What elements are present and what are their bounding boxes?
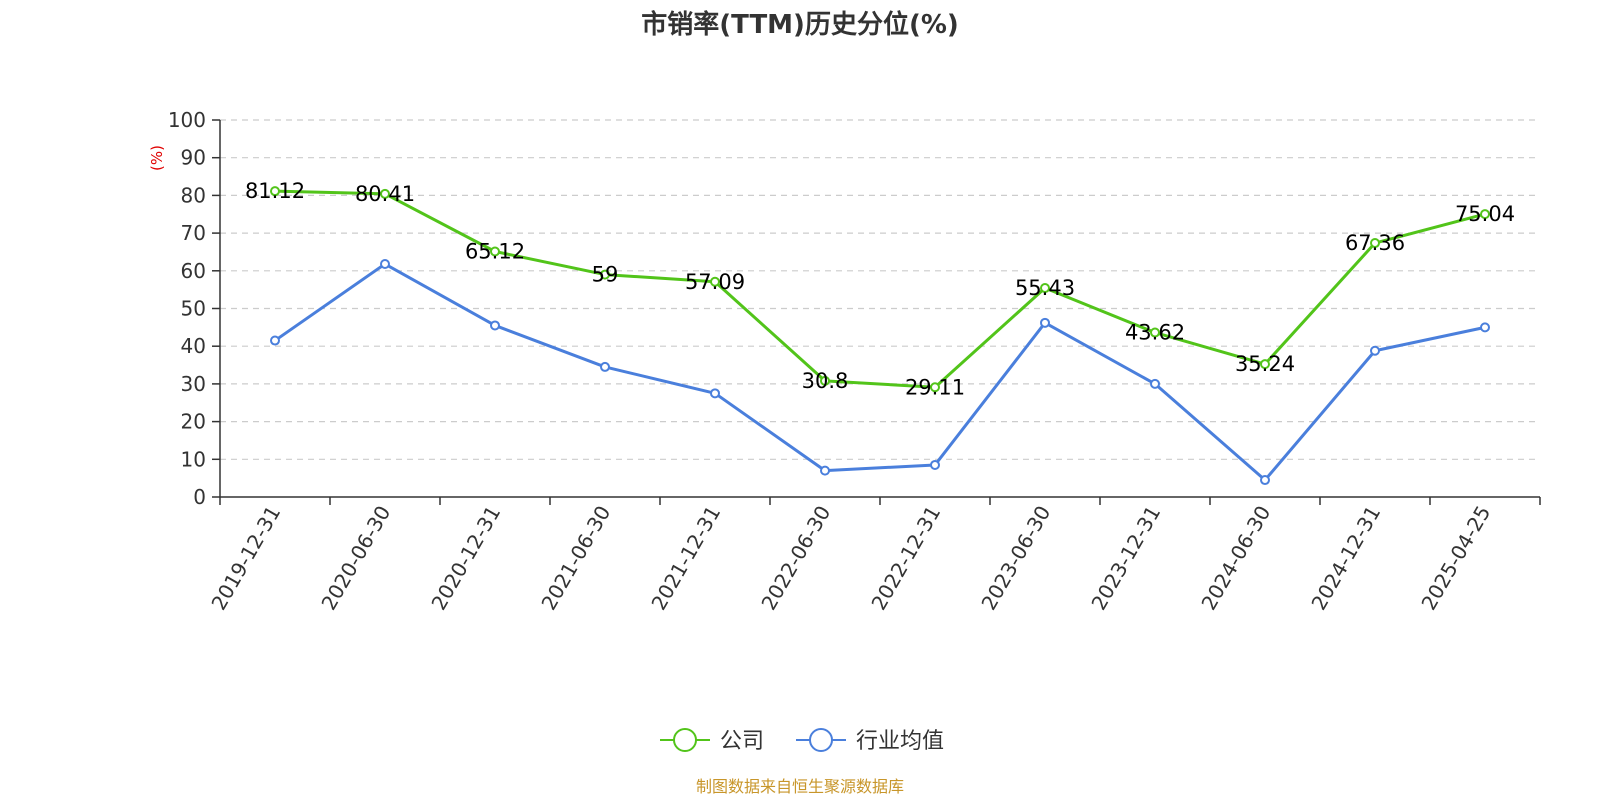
y-tick-label: 60 xyxy=(181,259,206,283)
data-point[interactable] xyxy=(380,259,390,270)
data-label: 59 xyxy=(592,263,619,287)
legend-label: 行业均值 xyxy=(856,729,944,754)
legend-label: 公司 xyxy=(720,729,764,754)
data-point[interactable] xyxy=(380,188,390,199)
data-point[interactable] xyxy=(1370,238,1380,249)
y-tick-label: 80 xyxy=(181,183,206,207)
x-tick-label: 2022-12-31 xyxy=(866,502,945,615)
grid-lines xyxy=(220,119,1540,460)
y-tick-label: 100 xyxy=(168,108,206,132)
legend-marker xyxy=(809,728,833,752)
data-point[interactable] xyxy=(1040,283,1050,294)
data-label: 80.41 xyxy=(355,182,415,206)
data-label: 43.62 xyxy=(1125,321,1185,345)
data-point[interactable] xyxy=(1260,359,1270,370)
data-label: 55.43 xyxy=(1015,276,1075,300)
data-point[interactable] xyxy=(600,361,610,372)
x-tick-label: 2022-06-30 xyxy=(756,502,835,615)
x-axis-ticks: 2019-12-31 2020-06-30 2020-12-31 2021-06-30… xyxy=(206,497,1541,615)
x-tick-label: 2025-04-25 xyxy=(1416,502,1495,615)
data-point[interactable] xyxy=(1370,345,1380,356)
data-label: 75.04 xyxy=(1455,202,1515,226)
data-point[interactable] xyxy=(1150,327,1160,338)
data-labels: 81.12 80.41 65.12 59 57.09 30.8 29.11 55.43 43.6… xyxy=(245,179,1515,399)
data-point[interactable] xyxy=(490,320,500,331)
x-tick-label: 2024-06-30 xyxy=(1196,502,1275,615)
data-label: 35.24 xyxy=(1235,352,1295,376)
series-line xyxy=(274,189,1486,389)
source-note: 制图数据来自恒生聚源数据库 xyxy=(696,777,904,796)
data-label: 81.12 xyxy=(245,179,305,203)
series-layer xyxy=(270,186,1490,486)
data-label: 30.8 xyxy=(802,369,849,393)
legend-item-0[interactable]: 公司 xyxy=(660,728,764,754)
data-point[interactable] xyxy=(270,335,280,346)
series-1 xyxy=(270,259,1490,486)
y-tick-label: 70 xyxy=(181,221,206,245)
data-point[interactable] xyxy=(710,388,720,399)
series-line xyxy=(274,262,1486,482)
data-point[interactable] xyxy=(820,465,830,476)
data-point[interactable] xyxy=(600,269,610,280)
x-tick-label: 2020-06-30 xyxy=(316,502,395,615)
data-label: 29.11 xyxy=(905,375,965,399)
x-tick-label: 2021-12-31 xyxy=(646,502,725,615)
data-point[interactable] xyxy=(930,382,940,393)
x-tick-label: 2019-12-31 xyxy=(206,502,285,615)
data-point[interactable] xyxy=(930,459,940,470)
y-tick-label: 90 xyxy=(181,146,206,170)
data-label: 67.36 xyxy=(1345,231,1405,255)
data-point[interactable] xyxy=(820,375,830,386)
legend-item-1[interactable]: 行业均值 xyxy=(796,728,944,754)
series-0 xyxy=(270,186,1490,393)
chart-title: 市销率(TTM)历史分位(%) xyxy=(641,9,959,40)
y-axis-unit-label: (%) xyxy=(148,145,166,171)
data-point[interactable] xyxy=(270,186,280,197)
y-axis-ticks: 0 10 20 30 40 50 60 70 80 90 100 xyxy=(168,108,220,509)
x-tick-label: 2023-12-31 xyxy=(1086,502,1165,615)
legend-marker xyxy=(673,728,697,752)
data-point[interactable] xyxy=(710,276,720,287)
data-point[interactable] xyxy=(490,246,500,257)
data-label: 65.12 xyxy=(465,239,525,263)
y-tick-label: 50 xyxy=(181,297,206,321)
legend: 公司 行业均值 xyxy=(660,728,944,754)
data-point[interactable] xyxy=(1260,475,1270,486)
y-tick-label: 10 xyxy=(181,447,206,471)
y-tick-label: 20 xyxy=(181,410,206,434)
x-tick-label: 2023-06-30 xyxy=(976,502,1055,615)
data-point[interactable] xyxy=(1480,322,1490,333)
y-tick-label: 0 xyxy=(193,485,206,509)
x-tick-label: 2020-12-31 xyxy=(426,502,505,615)
x-tick-label: 2021-06-30 xyxy=(536,502,615,615)
y-tick-label: 30 xyxy=(181,372,206,396)
data-label: 57.09 xyxy=(685,270,745,294)
data-point[interactable] xyxy=(1480,209,1490,220)
data-point[interactable] xyxy=(1150,378,1160,389)
y-tick-label: 40 xyxy=(181,334,206,358)
x-tick-label: 2024-12-31 xyxy=(1306,502,1385,615)
data-point[interactable] xyxy=(1040,317,1050,328)
